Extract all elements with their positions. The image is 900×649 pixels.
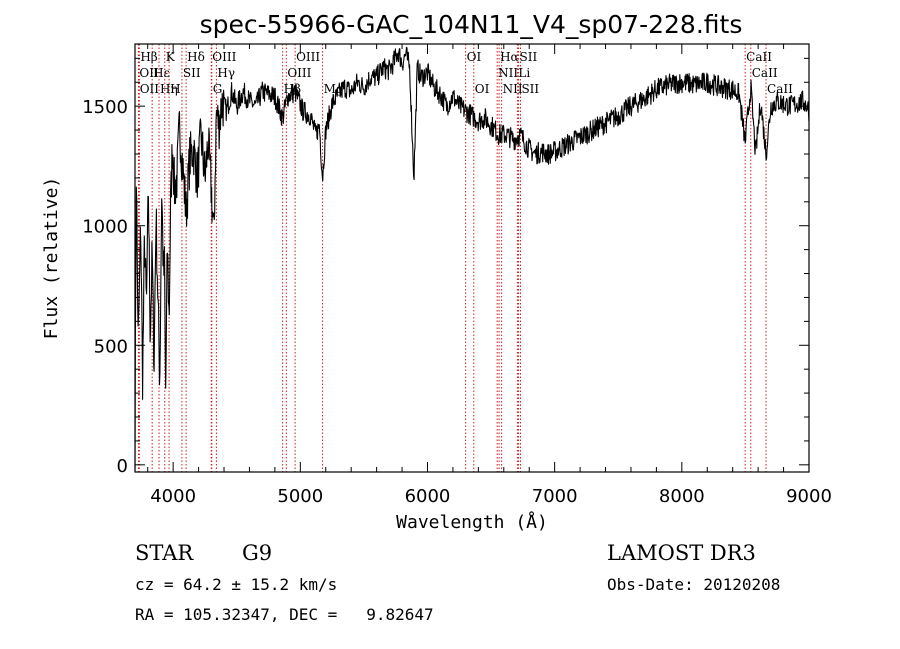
x-tick-label-5000: 5000 xyxy=(277,486,323,507)
line-marker-label-8: Hδ xyxy=(187,50,205,64)
line-marker-label-20: NII xyxy=(498,66,518,80)
x-tick-label-9000: 9000 xyxy=(786,486,832,507)
x-tick-label-8000: 8000 xyxy=(659,486,705,507)
x-tick-label-4000: 4000 xyxy=(150,486,196,507)
y-axis-ticks: 0 500 1000 1500 xyxy=(82,57,809,477)
spectrum-line xyxy=(134,46,810,471)
line-marker-label-19: SII xyxy=(520,50,538,64)
object-subclass: G9 xyxy=(242,541,272,565)
line-marker-label-1: OII xyxy=(139,66,159,80)
line-marker-label-6: H xyxy=(170,82,180,96)
line-marker-label-3: Hε xyxy=(153,66,170,80)
line-marker-label-11: G xyxy=(213,82,223,96)
line-marker-label-21: Li xyxy=(518,66,530,80)
line-marker-label-10: Hγ xyxy=(217,66,235,80)
line-marker-label-9: OIII xyxy=(212,50,236,64)
line-marker-label-24: CaII xyxy=(746,50,772,64)
survey-name: LAMOST DR3 xyxy=(607,541,756,565)
y-tick-label-1000: 1000 xyxy=(82,217,128,238)
line-marker-label-22: NII xyxy=(503,82,523,96)
x-axis-ticks: 4000 5000 6000 7000 8000 9000 xyxy=(147,44,832,507)
chart-title: spec-55966-GAC_104N11_V4_sp07-228.fits xyxy=(200,10,743,39)
coordinates-text: RA = 105.32347, DEC = 9.82647 xyxy=(135,605,434,624)
y-tick-label-500: 500 xyxy=(94,336,128,357)
y-tick-label-1500: 1500 xyxy=(82,97,128,118)
line-marker-label-7: SII xyxy=(183,66,201,80)
redshift-text: cz = 64.2 ± 15.2 km/s xyxy=(135,575,337,594)
object-class: STAR xyxy=(135,541,194,565)
line-marker-label-12: OIII xyxy=(296,50,320,64)
x-tick-label-6000: 6000 xyxy=(405,486,451,507)
line-marker-label-13: OIII xyxy=(287,66,311,80)
obs-date-text: Obs-Date: 20120208 xyxy=(607,575,780,594)
y-tick-label-0: 0 xyxy=(117,456,128,477)
line-marker-label-16: OI xyxy=(467,50,482,64)
line-markers xyxy=(137,44,767,472)
line-marker-label-18: Hα xyxy=(500,50,519,64)
x-tick-label-7000: 7000 xyxy=(532,486,578,507)
line-marker-label-5: K xyxy=(166,50,176,64)
line-marker-label-0: Hβ xyxy=(140,50,157,64)
line-marker-label-23: SII xyxy=(521,82,539,96)
line-marker-label-26: CaII xyxy=(767,82,793,96)
y-axis-label: Flux (relative) xyxy=(41,177,62,340)
line-marker-label-4: Hη xyxy=(160,82,178,96)
line-marker-label-17: OI xyxy=(475,82,490,96)
line-marker-label-25: CaII xyxy=(752,66,778,80)
line-marker-label-2: OII xyxy=(140,82,160,96)
plot-frame xyxy=(134,43,810,473)
x-axis-label: Wavelength (Å) xyxy=(396,511,548,533)
